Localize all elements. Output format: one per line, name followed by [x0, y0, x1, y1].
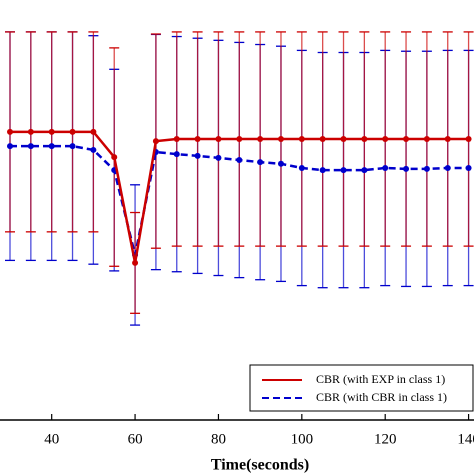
marker: [277, 136, 284, 143]
marker: [319, 167, 326, 174]
marker: [90, 146, 97, 153]
marker: [69, 143, 76, 150]
legend-label: CBR (with CBR in class 1): [316, 390, 447, 404]
marker: [298, 136, 305, 143]
marker: [444, 136, 451, 143]
marker: [90, 128, 97, 135]
marker: [132, 259, 139, 266]
x-axis-label: Time(seconds): [211, 457, 309, 474]
legend-box: [249, 364, 474, 412]
marker: [277, 160, 284, 167]
marker: [215, 154, 222, 161]
marker: [236, 136, 243, 143]
marker: [423, 136, 430, 143]
marker: [27, 128, 34, 135]
marker: [423, 165, 430, 172]
marker: [403, 165, 410, 172]
marker: [194, 136, 201, 143]
x-tick-label: 120: [374, 431, 397, 447]
marker: [319, 136, 326, 143]
marker: [27, 143, 34, 150]
marker: [236, 157, 243, 164]
marker: [48, 143, 55, 150]
marker: [152, 138, 159, 145]
marker: [361, 167, 368, 174]
marker: [465, 165, 472, 171]
marker: [340, 167, 347, 174]
marker: [444, 165, 451, 171]
marker: [215, 136, 222, 143]
marker: [48, 128, 55, 135]
x-tick-label: 80: [211, 431, 226, 447]
marker: [257, 159, 264, 166]
marker: [7, 143, 14, 150]
marker: [194, 152, 201, 159]
marker: [298, 165, 305, 171]
marker: [382, 136, 389, 143]
marker: [69, 128, 76, 135]
marker: [403, 136, 410, 143]
marker: [173, 136, 180, 143]
marker: [340, 136, 347, 143]
marker: [465, 136, 472, 143]
x-tick-label: 40: [44, 431, 59, 447]
legend-label: CBR (with EXP in class 1): [316, 372, 445, 386]
x-tick-label: 100: [291, 431, 314, 447]
marker: [173, 151, 180, 158]
marker: [382, 165, 389, 171]
marker: [361, 136, 368, 143]
x-tick-label: 140: [457, 431, 474, 447]
marker: [257, 136, 264, 143]
x-tick-label: 60: [128, 431, 143, 447]
marker: [7, 128, 14, 135]
marker: [111, 154, 118, 161]
